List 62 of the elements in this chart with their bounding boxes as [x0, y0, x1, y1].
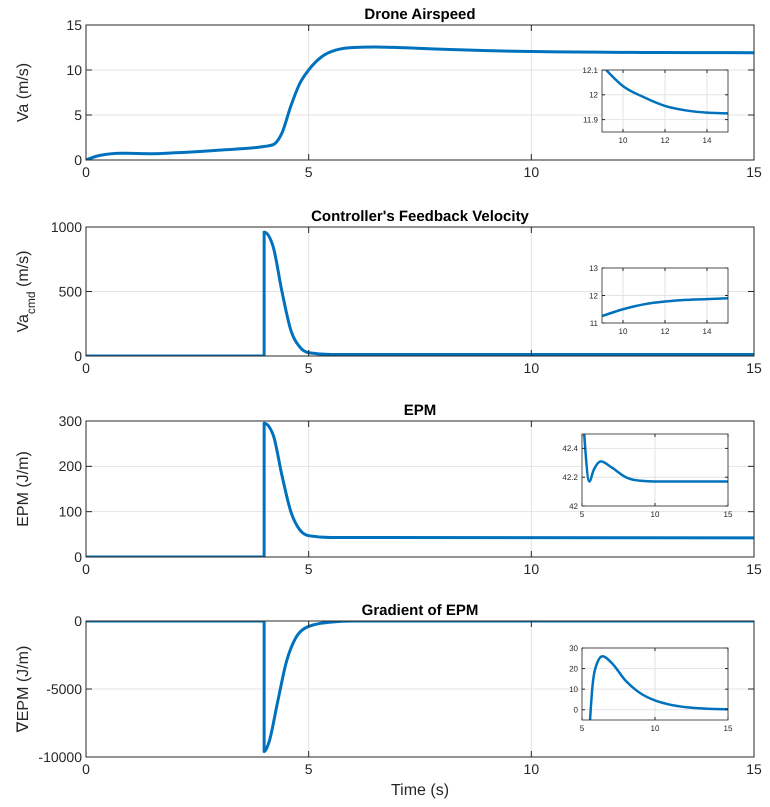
x-tick-label: 10 [650, 510, 660, 519]
x-tick-label: 15 [724, 510, 733, 519]
y-tick-label: 0 [74, 152, 82, 168]
chart-title: Drone Airspeed [364, 6, 476, 23]
y-tick-label: 0 [574, 706, 579, 715]
x-axis-title: Time (s) [390, 782, 450, 799]
y-tick-label: 30 [569, 644, 579, 653]
y-tick-label: 13 [589, 264, 599, 273]
x-tick-label: 15 [746, 164, 762, 180]
x-tick-label: 12 [660, 327, 670, 336]
y-tick-label: 5 [74, 106, 82, 123]
y-tick-label: 15 [66, 16, 82, 33]
x-tick-label: 15 [746, 360, 762, 376]
line-series [86, 46, 754, 160]
x-tick-label: 5 [304, 561, 313, 577]
y-tick-label: 42.4 [562, 444, 579, 454]
x-tick-label: 10 [524, 761, 540, 777]
chart-title: Controller's Feedback Velocity [311, 208, 530, 225]
y-tick-label: -5000 [46, 680, 82, 697]
x-tick-label: 15 [724, 724, 733, 733]
y-tick-label: 200 [58, 458, 82, 474]
y-tick-label: 300 [58, 412, 82, 429]
line-series [604, 70, 728, 115]
y-axis-title: ∇EPM (J/m) [15, 646, 32, 734]
x-tick-label: 10 [618, 327, 628, 336]
y-tick-label: 500 [58, 283, 82, 300]
x-tick-label: 5 [304, 360, 313, 376]
y-tick-label: 20 [569, 664, 579, 674]
line-series [588, 654, 728, 720]
x-tick-label: 14 [702, 327, 712, 336]
y-axis-title: Va (m/s) [15, 62, 32, 122]
y-tick-label: 0 [74, 548, 82, 565]
y-tick-label: 12 [589, 291, 599, 300]
y-tick-label: 10 [66, 62, 82, 78]
chart-title: EPM [404, 402, 436, 419]
x-tick-label: 15 [746, 561, 762, 577]
x-tick-label: 12 [660, 136, 670, 145]
x-tick-label: 5 [304, 761, 313, 777]
y-tick-label: 0 [74, 348, 82, 364]
line-series [582, 434, 728, 483]
y-tick-label: 11.9 [583, 115, 599, 124]
x-tick-label: 5 [304, 164, 313, 180]
y-tick-label: -10000 [38, 748, 82, 765]
chart-title: Gradient of EPM [362, 602, 478, 619]
x-tick-label: 10 [650, 724, 660, 733]
line-series [602, 297, 728, 318]
y-tick-label: 1000 [50, 218, 82, 235]
x-tick-label: 15 [746, 761, 762, 777]
x-tick-label: 10 [524, 561, 540, 577]
y-tick-label: 0 [74, 612, 82, 629]
y-tick-label: 12.1 [582, 66, 599, 75]
x-tick-label: 10 [618, 136, 628, 145]
y-tick-label: 100 [58, 504, 82, 520]
y-tick-label: 11 [590, 318, 599, 328]
x-tick-label: 10 [524, 164, 540, 180]
x-tick-label: 14 [702, 136, 712, 145]
y-tick-label: 10 [569, 684, 579, 694]
x-tick-label: 10 [524, 360, 540, 376]
y-axis-title: EPM (J/m) [15, 451, 32, 527]
y-tick-label: 12 [589, 90, 599, 100]
y-tick-label: 42 [569, 502, 579, 511]
y-tick-label: 42.2 [562, 473, 579, 482]
